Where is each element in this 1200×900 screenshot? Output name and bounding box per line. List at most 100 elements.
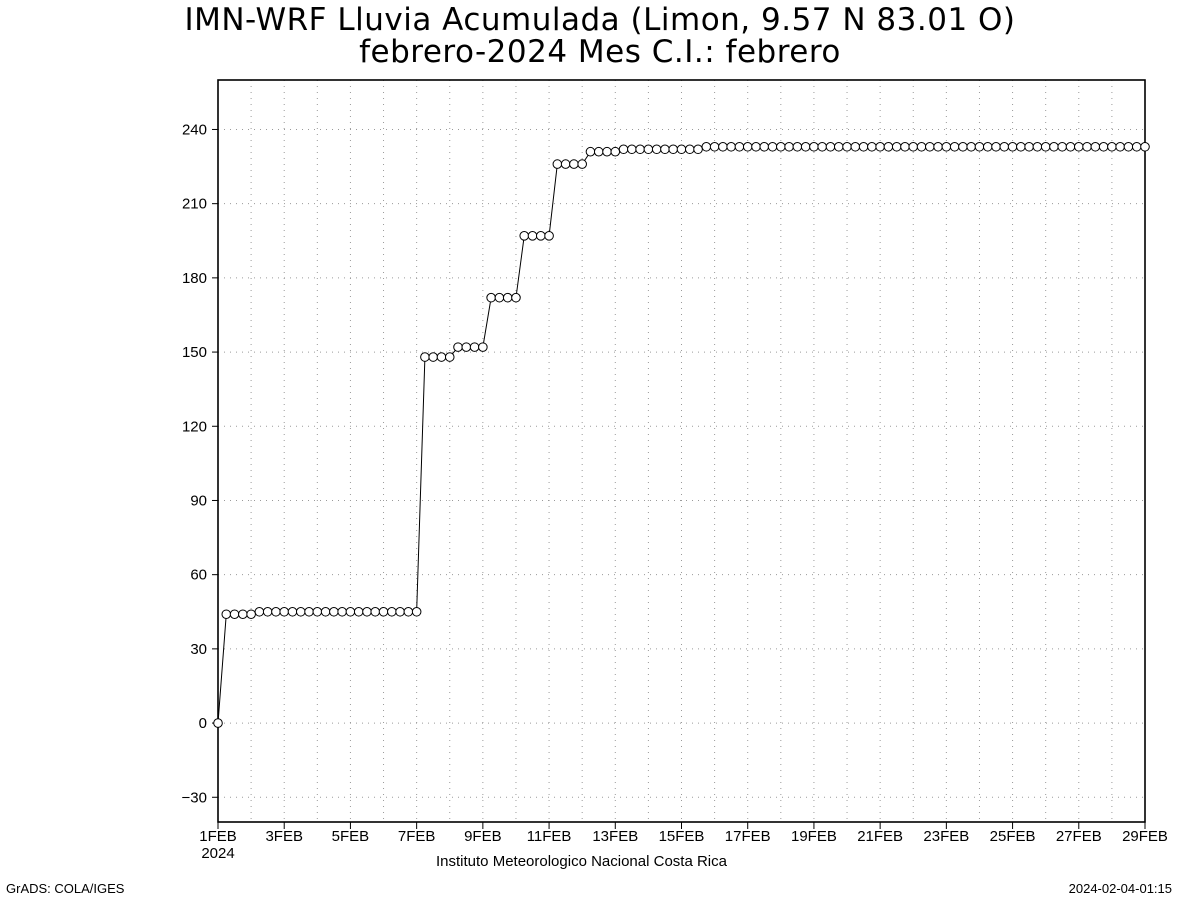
data-point (933, 141, 943, 152)
data-point (1098, 141, 1109, 152)
x-tick-label: 3FEB (265, 828, 303, 845)
data-point (800, 141, 811, 152)
x-tick-label: 21FEB (857, 828, 903, 845)
data-point (527, 231, 538, 241)
data-point (1007, 141, 1018, 152)
data-point (1065, 141, 1076, 152)
data-point (502, 292, 513, 303)
data-point (1123, 141, 1134, 152)
y-tick-label: 60 (190, 567, 207, 584)
data-point (1115, 141, 1125, 152)
data-point (420, 352, 430, 362)
data-point (850, 141, 861, 152)
y-tick-label: 120 (182, 418, 207, 435)
data-point (759, 141, 770, 152)
data-point (618, 144, 629, 155)
data-point (825, 141, 836, 152)
data-point (395, 606, 405, 617)
data-point (693, 144, 703, 155)
data-point (370, 606, 381, 617)
data-point (602, 146, 612, 157)
grid-lines (218, 80, 1145, 822)
data-point (535, 231, 546, 241)
data-point (403, 606, 414, 617)
data-point (511, 292, 521, 303)
x-tick-label: 11FEB (527, 828, 572, 845)
data-point (453, 342, 463, 352)
data-point (1024, 141, 1034, 152)
data-point (486, 292, 496, 303)
data-point (387, 606, 397, 617)
data-point (751, 141, 761, 152)
data-point (1131, 141, 1142, 152)
data-point (858, 141, 869, 152)
data-point (668, 144, 679, 155)
data-point (718, 141, 728, 152)
data-point (478, 342, 488, 352)
data-point (221, 609, 232, 620)
x-tick-label: 19FEB (791, 828, 837, 845)
data-point (353, 606, 364, 617)
data-point (444, 352, 455, 362)
data-point (867, 141, 877, 152)
data-point (345, 606, 356, 617)
x-tick-label: 17FEB (725, 828, 771, 845)
data-point (958, 141, 968, 152)
data-point (991, 141, 1001, 152)
x-tick-label: 13FEB (592, 828, 638, 845)
footer-grads: GrADS: COLA/IGES (6, 881, 125, 896)
x-tick-label: 25FEB (990, 828, 1036, 845)
data-point (726, 141, 736, 152)
data-point (593, 146, 604, 157)
y-tick-label: 210 (182, 196, 207, 213)
data-point (271, 606, 281, 617)
data-point (494, 292, 505, 303)
chart-title: IMN-WRF Lluvia Acumulada (Limon, 9.57 N … (184, 2, 1016, 38)
data-point (469, 342, 480, 352)
x-tick-label: 9FEB (464, 828, 502, 845)
data-point (643, 144, 654, 155)
data-point (312, 606, 323, 617)
data-point (262, 606, 273, 617)
x-tick-label: 27FEB (1056, 828, 1102, 845)
data-point (246, 609, 256, 620)
data-point (1073, 141, 1084, 152)
data-point (734, 141, 745, 152)
data-point (627, 144, 637, 155)
data-point (908, 141, 919, 152)
data-point (767, 141, 778, 152)
data-point (279, 606, 290, 617)
data-point (982, 141, 993, 152)
data-point (287, 606, 298, 617)
data-point (635, 144, 645, 155)
data-point (577, 159, 587, 169)
data-point (544, 231, 554, 241)
data-point (974, 141, 985, 152)
data-point (966, 141, 976, 152)
data-point (585, 146, 596, 157)
y-tick-label: 240 (182, 121, 207, 138)
data-point (1040, 141, 1051, 152)
data-point (949, 141, 960, 152)
y-tick-label: 150 (182, 344, 207, 361)
data-point (254, 606, 265, 617)
x-tick-label: 1FEB (199, 828, 237, 845)
data-point (329, 606, 339, 617)
data-point (875, 141, 885, 152)
data-point (569, 159, 579, 169)
data-point (238, 609, 248, 620)
data-point (883, 141, 894, 152)
data-point (295, 606, 306, 617)
data-point (660, 144, 670, 155)
data-point (411, 606, 422, 617)
data-point (304, 606, 314, 617)
data-point (784, 141, 794, 152)
data-point (1016, 141, 1026, 152)
data-point (337, 606, 347, 617)
footer-timestamp: 2024-02-04-01:15 (1068, 881, 1172, 896)
y-tick-label: 180 (182, 270, 207, 287)
data-point (362, 606, 372, 617)
data-point (229, 609, 240, 620)
data-point (941, 141, 952, 152)
data-point (378, 606, 389, 617)
